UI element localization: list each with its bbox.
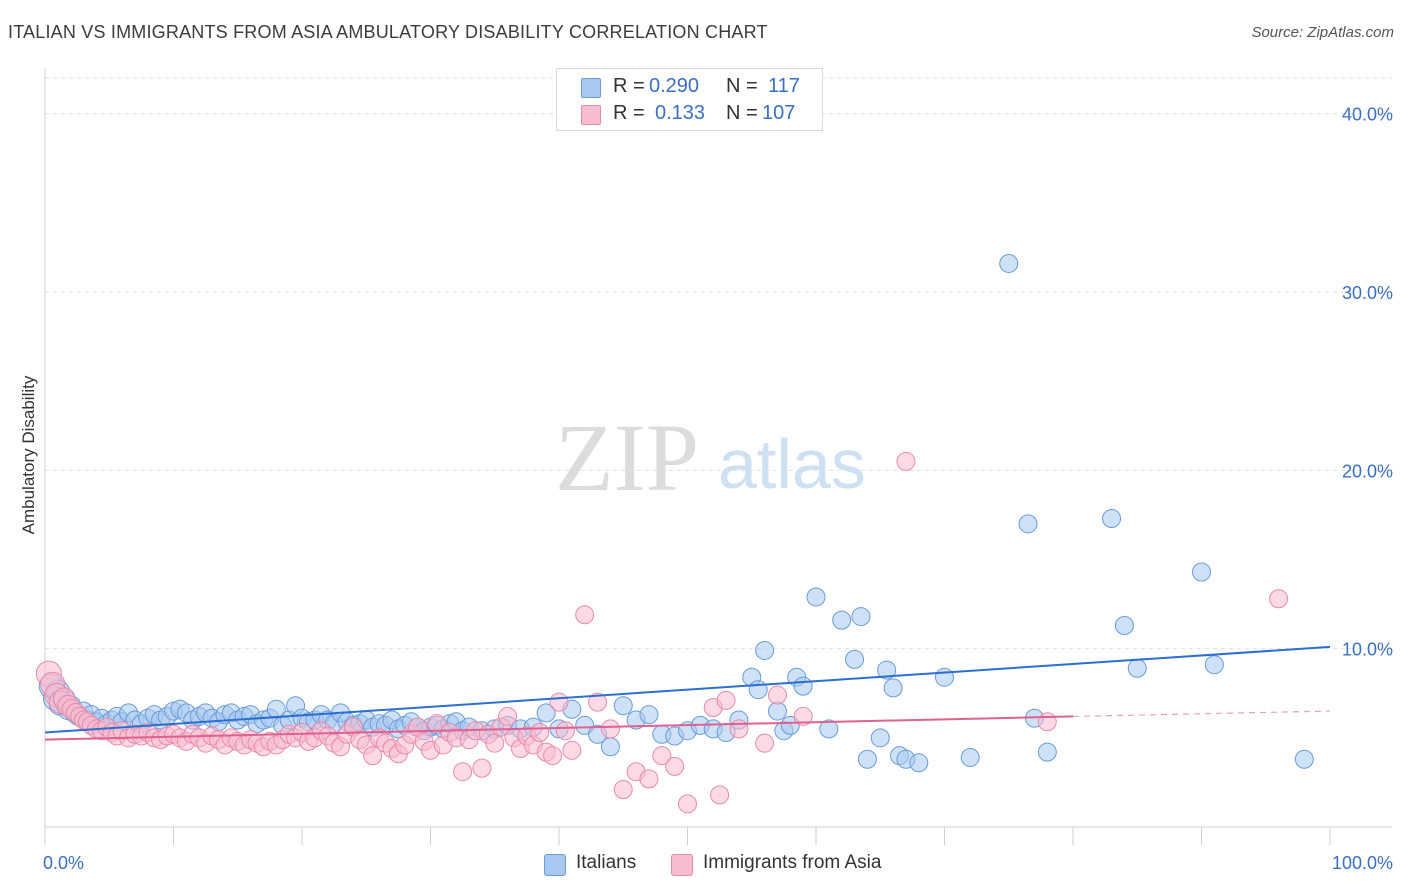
point-italians (960, 747, 980, 767)
trend-lines (44, 645, 1331, 741)
trend-line-italians (44, 645, 1331, 734)
point-asia (555, 721, 575, 741)
tick-labels: 10.0% 20.0% 30.0% 40.0% 0.0% 100.0% (43, 105, 1393, 873)
point-italians (1018, 514, 1038, 534)
point-italians (1192, 562, 1211, 582)
point-italians (851, 607, 871, 627)
point-asia (755, 733, 775, 753)
bottom-legend-label: Immigrants from Asia (703, 852, 882, 873)
point-asia (729, 719, 749, 739)
point-italians (845, 649, 865, 669)
point-italians (999, 253, 1019, 273)
point-asia (543, 746, 563, 766)
watermark-zip: ZIP (555, 404, 699, 511)
point-asia (453, 762, 473, 782)
point-italians (639, 705, 659, 725)
point-asia (793, 706, 813, 726)
point-italians (1102, 508, 1122, 528)
y-tick-label: 30.0% (1342, 283, 1393, 303)
point-asia (678, 794, 697, 814)
legend-r-label: R = (613, 75, 645, 97)
grid-lines (45, 77, 1392, 650)
legend-swatch-asia (581, 105, 601, 125)
point-italians (793, 676, 813, 696)
watermark-atlas: atlas (718, 425, 866, 503)
point-italians (819, 719, 839, 739)
point-italians (748, 680, 768, 700)
x-tick-label: 100.0% (1332, 853, 1393, 873)
legend-n-label: N = (726, 75, 758, 97)
point-italians (755, 640, 775, 660)
bottom-legend-label: Italians (576, 852, 637, 873)
point-asia (562, 740, 582, 760)
point-asia (652, 746, 672, 766)
point-italians (877, 660, 897, 680)
point-italians (935, 667, 954, 687)
y-axis-label: Ambulatory Disability (19, 375, 38, 534)
point-italians (857, 749, 877, 769)
point-italians (1127, 658, 1147, 678)
legend-swatch-italians (581, 78, 601, 98)
point-asia (600, 719, 620, 739)
point-italians (767, 701, 787, 721)
point-asia (710, 785, 730, 805)
point-asia (896, 451, 916, 471)
point-italians (1294, 749, 1314, 769)
y-tick-label: 40.0% (1342, 105, 1393, 125)
trend-line-asia-extension (1072, 710, 1331, 718)
correlation-legend: R = 0.290 N = 117 R = 0.133 N = 107 (556, 68, 823, 131)
point-asia (498, 706, 518, 726)
trend-line-asia (44, 715, 1074, 741)
point-italians (1037, 742, 1057, 762)
point-asia (472, 758, 492, 778)
legend-r-label: R = (613, 102, 645, 124)
point-asia (716, 690, 736, 710)
legend-r-value: 0.133 (655, 102, 706, 124)
point-asia (549, 692, 569, 712)
bottom-legend-swatch-asia (671, 854, 693, 876)
point-asia (613, 780, 633, 800)
point-asia (363, 746, 383, 766)
source-label: Source: ZipAtlas.com (1251, 24, 1394, 41)
watermark: ZIP atlas (555, 404, 866, 511)
point-italians (832, 610, 852, 630)
bottom-legend-swatch-italians (544, 854, 566, 876)
point-italians (870, 728, 890, 748)
point-asia (485, 733, 505, 753)
x-tick-label: 0.0% (43, 853, 84, 873)
point-italians (536, 703, 556, 723)
point-asia (530, 722, 550, 742)
point-italians (806, 587, 826, 607)
point-asia (639, 769, 659, 789)
y-tick-label: 10.0% (1342, 640, 1393, 660)
point-asia (1269, 589, 1289, 609)
point-asia (665, 756, 685, 776)
point-asia (767, 685, 787, 705)
point-italians (1114, 615, 1134, 635)
point-italians (266, 699, 286, 719)
legend-n-label: N = (726, 102, 758, 124)
legend-n-value: 107 (762, 102, 796, 124)
point-asia (1037, 712, 1057, 732)
point-italians (600, 737, 620, 757)
legend-r-value: 0.290 (649, 75, 700, 97)
point-asia (588, 692, 608, 712)
legend-n-value: 117 (768, 75, 800, 97)
chart-title: ITALIAN VS IMMIGRANTS FROM ASIA AMBULATO… (8, 22, 768, 42)
data-points (35, 253, 1314, 814)
point-italians (883, 678, 903, 698)
point-asia (575, 605, 595, 625)
point-italians (613, 696, 633, 716)
point-italians (909, 753, 929, 773)
point-italians (1204, 655, 1224, 675)
y-tick-label: 20.0% (1342, 461, 1393, 481)
